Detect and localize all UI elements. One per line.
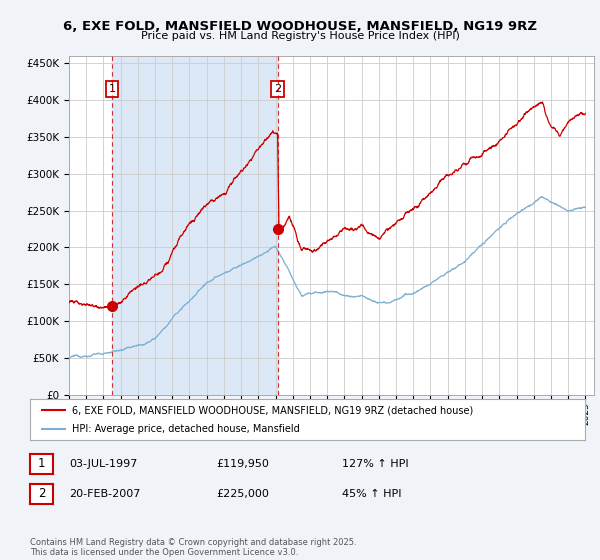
Text: £119,950: £119,950 [216, 459, 269, 469]
Text: 1: 1 [109, 84, 116, 94]
Text: 20-FEB-2007: 20-FEB-2007 [69, 489, 140, 499]
Text: 6, EXE FOLD, MANSFIELD WOODHOUSE, MANSFIELD, NG19 9RZ (detached house): 6, EXE FOLD, MANSFIELD WOODHOUSE, MANSFI… [71, 405, 473, 415]
Text: Contains HM Land Registry data © Crown copyright and database right 2025.
This d: Contains HM Land Registry data © Crown c… [30, 538, 356, 557]
Text: 2: 2 [38, 487, 45, 501]
Text: 03-JUL-1997: 03-JUL-1997 [69, 459, 137, 469]
Text: 127% ↑ HPI: 127% ↑ HPI [342, 459, 409, 469]
Text: 45% ↑ HPI: 45% ↑ HPI [342, 489, 401, 499]
Text: £225,000: £225,000 [216, 489, 269, 499]
Text: 2: 2 [274, 84, 281, 94]
Text: HPI: Average price, detached house, Mansfield: HPI: Average price, detached house, Mans… [71, 424, 299, 433]
Text: Price paid vs. HM Land Registry's House Price Index (HPI): Price paid vs. HM Land Registry's House … [140, 31, 460, 41]
Bar [112, 56, 278, 395]
Text: 6, EXE FOLD, MANSFIELD WOODHOUSE, MANSFIELD, NG19 9RZ: 6, EXE FOLD, MANSFIELD WOODHOUSE, MANSFI… [63, 20, 537, 32]
Text: 1: 1 [38, 457, 45, 470]
